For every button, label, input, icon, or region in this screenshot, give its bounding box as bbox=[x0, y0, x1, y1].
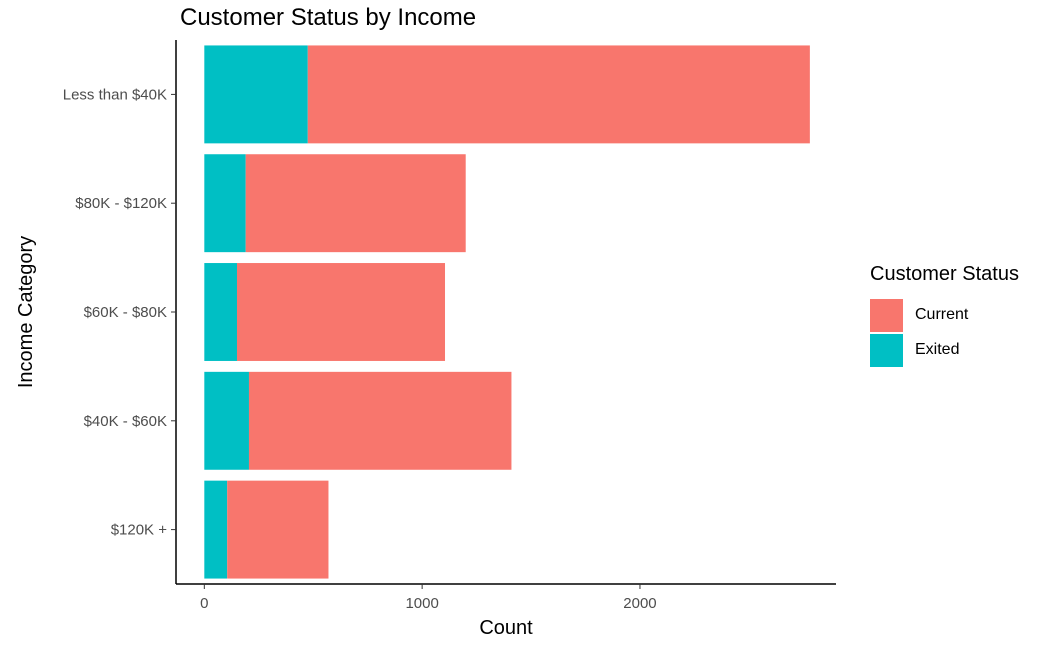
legend-label-exited: Exited bbox=[915, 341, 960, 358]
bar-exited-120k bbox=[204, 480, 228, 579]
legend-swatch-current bbox=[870, 298, 903, 332]
bars-group bbox=[204, 45, 810, 579]
y-tick-label: $80K - $120K bbox=[75, 195, 167, 212]
x-axis-title: Count bbox=[479, 617, 533, 639]
y-ticks: Less than $40K $80K - $120K $60K - $80K $40… bbox=[63, 86, 176, 539]
x-tick-label: 2000 bbox=[623, 595, 656, 612]
legend-title: Customer Status bbox=[870, 263, 1019, 285]
bar-exited-60k-80k bbox=[204, 263, 237, 361]
x-tick-label: 1000 bbox=[405, 595, 438, 612]
bar-current-less-than-40k bbox=[307, 45, 810, 144]
bar-current-120k bbox=[227, 480, 329, 579]
y-tick-label: Less than $40K bbox=[63, 86, 167, 103]
chart-title: Customer Status by Income bbox=[180, 4, 477, 31]
bar-current-80k-120k bbox=[245, 154, 466, 253]
y-axis-title: Income Category bbox=[15, 236, 37, 388]
legend: Customer Status Current Exited bbox=[870, 263, 1019, 368]
x-ticks: 0 1000 2000 bbox=[200, 584, 657, 612]
legend-item-current: Current bbox=[870, 298, 1019, 332]
x-tick-label: 0 bbox=[200, 595, 208, 612]
bar-exited-40k-60k bbox=[204, 371, 249, 470]
bar-exited-80k-120k bbox=[204, 154, 246, 253]
legend-swatch-exited bbox=[870, 333, 903, 367]
y-tick-label: $60K - $80K bbox=[84, 304, 167, 321]
bar-exited-less-than-40k bbox=[204, 45, 308, 144]
legend-label-current: Current bbox=[915, 306, 969, 323]
y-tick-label: $40K - $60K bbox=[84, 413, 167, 430]
legend-item-exited: Exited bbox=[870, 333, 1019, 367]
bar-current-60k-80k bbox=[236, 263, 446, 361]
bar-current-40k-60k bbox=[248, 371, 512, 470]
y-tick-label: $120K + bbox=[111, 522, 168, 539]
